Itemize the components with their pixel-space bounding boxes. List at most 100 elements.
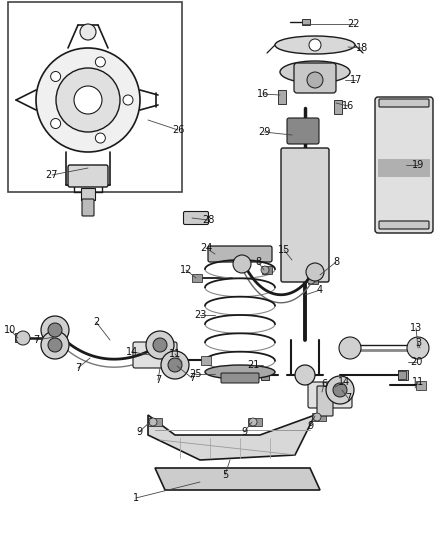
FancyBboxPatch shape: [317, 386, 333, 416]
Ellipse shape: [275, 36, 355, 54]
Text: 6: 6: [321, 379, 327, 389]
Circle shape: [51, 118, 60, 128]
FancyBboxPatch shape: [379, 99, 429, 107]
Bar: [334, 100, 342, 114]
Circle shape: [95, 57, 106, 67]
Bar: [262, 266, 272, 274]
Text: 7: 7: [155, 375, 161, 385]
Circle shape: [326, 376, 354, 404]
Bar: [398, 371, 406, 379]
Circle shape: [123, 95, 133, 105]
Circle shape: [339, 337, 361, 359]
Text: 12: 12: [180, 265, 192, 275]
Circle shape: [153, 338, 167, 352]
FancyBboxPatch shape: [221, 373, 259, 383]
Text: 3: 3: [415, 338, 421, 348]
Text: 10: 10: [4, 325, 16, 335]
Text: 17: 17: [350, 75, 362, 85]
Circle shape: [407, 337, 429, 359]
Circle shape: [48, 338, 62, 352]
Text: 21: 21: [247, 360, 259, 370]
Text: 28: 28: [202, 215, 214, 225]
Circle shape: [74, 86, 102, 114]
Circle shape: [41, 331, 69, 359]
Bar: [278, 90, 286, 104]
Bar: [308, 276, 318, 284]
Text: 15: 15: [278, 245, 290, 255]
Text: 26: 26: [172, 125, 184, 135]
FancyBboxPatch shape: [287, 118, 319, 144]
Text: 1: 1: [133, 493, 139, 503]
Text: 7: 7: [33, 335, 39, 345]
Text: 24: 24: [200, 243, 212, 253]
FancyBboxPatch shape: [379, 221, 429, 229]
Text: 7: 7: [345, 393, 351, 403]
Text: 9: 9: [136, 427, 142, 437]
Circle shape: [307, 72, 323, 88]
Text: 4: 4: [317, 285, 323, 295]
Bar: [81, 188, 95, 200]
Circle shape: [306, 263, 324, 281]
Circle shape: [95, 133, 106, 143]
Bar: [8, 2, 182, 192]
Bar: [201, 356, 211, 365]
Bar: [261, 370, 269, 380]
Text: 22: 22: [348, 19, 360, 29]
Circle shape: [249, 418, 257, 426]
Text: 9: 9: [307, 421, 313, 431]
Bar: [15, 333, 25, 342]
Text: 7: 7: [75, 363, 81, 373]
FancyBboxPatch shape: [82, 199, 94, 216]
Text: 5: 5: [222, 470, 228, 480]
Circle shape: [146, 331, 174, 359]
Bar: [192, 274, 202, 282]
Circle shape: [161, 351, 189, 379]
Circle shape: [261, 266, 269, 274]
Circle shape: [307, 276, 315, 284]
Ellipse shape: [205, 365, 275, 379]
FancyBboxPatch shape: [68, 165, 108, 187]
Text: 9: 9: [241, 427, 247, 437]
Circle shape: [51, 71, 60, 82]
Text: 11: 11: [169, 349, 181, 359]
Text: 27: 27: [46, 170, 58, 180]
Circle shape: [80, 24, 96, 40]
Text: 13: 13: [410, 323, 422, 333]
Polygon shape: [148, 415, 315, 460]
Circle shape: [295, 365, 315, 385]
Text: 19: 19: [412, 160, 424, 170]
Text: 16: 16: [342, 101, 354, 111]
Bar: [148, 418, 162, 426]
Bar: [416, 381, 426, 390]
Text: 14: 14: [126, 347, 138, 357]
Bar: [398, 370, 408, 380]
Circle shape: [309, 39, 321, 51]
FancyBboxPatch shape: [133, 342, 177, 368]
Text: 14: 14: [338, 377, 350, 387]
Text: 29: 29: [258, 127, 270, 137]
Bar: [248, 418, 262, 426]
Text: 18: 18: [356, 43, 368, 53]
FancyBboxPatch shape: [308, 382, 352, 408]
Polygon shape: [155, 468, 320, 490]
Circle shape: [313, 413, 321, 421]
Ellipse shape: [280, 61, 350, 83]
Circle shape: [233, 255, 251, 273]
Circle shape: [36, 48, 140, 152]
FancyBboxPatch shape: [184, 212, 208, 224]
Text: 8: 8: [255, 257, 261, 267]
Text: 11: 11: [412, 377, 424, 387]
Bar: [302, 19, 310, 25]
Bar: [378, 159, 430, 177]
FancyBboxPatch shape: [281, 148, 329, 282]
Circle shape: [48, 323, 62, 337]
Text: 23: 23: [194, 310, 206, 320]
Bar: [312, 413, 326, 421]
Text: 16: 16: [257, 89, 269, 99]
Text: 7: 7: [189, 373, 195, 383]
Text: 25: 25: [189, 369, 201, 379]
Circle shape: [149, 418, 157, 426]
Circle shape: [16, 331, 30, 345]
FancyBboxPatch shape: [375, 97, 433, 233]
Text: 2: 2: [93, 317, 99, 327]
